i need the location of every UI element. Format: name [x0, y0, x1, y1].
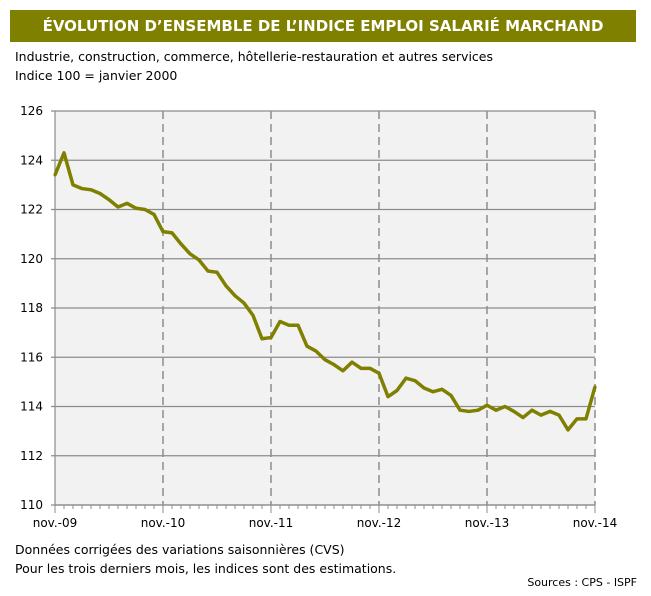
- data-point: [539, 413, 543, 417]
- x-tick-label: nov.-12: [357, 516, 402, 530]
- y-tick-label: 116: [20, 350, 43, 364]
- data-point: [161, 230, 165, 234]
- data-point: [449, 393, 453, 397]
- data-point: [503, 405, 507, 408]
- data-point: [314, 349, 318, 353]
- y-tick-label: 112: [20, 449, 43, 463]
- data-point: [395, 388, 399, 392]
- y-tick-label: 126: [20, 104, 43, 118]
- data-point: [404, 376, 408, 380]
- data-point: [593, 385, 597, 389]
- x-tick-label: nov.-14: [573, 516, 618, 530]
- data-point: [548, 409, 552, 413]
- x-tick-label: nov.-11: [249, 516, 294, 530]
- data-point: [170, 231, 174, 235]
- x-tick-label: nov.-09: [33, 516, 78, 530]
- data-point: [332, 363, 336, 367]
- data-point: [71, 183, 75, 187]
- data-point: [188, 252, 192, 256]
- data-point: [377, 371, 381, 375]
- data-point: [62, 151, 66, 155]
- data-point: [305, 344, 309, 348]
- data-point: [98, 191, 102, 195]
- y-tick-label: 120: [20, 252, 43, 266]
- data-point: [413, 379, 417, 383]
- data-point: [521, 416, 525, 420]
- data-point: [287, 323, 291, 327]
- x-tick-label: nov.-10: [141, 516, 186, 530]
- subtitle-base: Indice 100 = janvier 2000: [15, 68, 178, 83]
- data-point: [296, 323, 300, 327]
- data-point: [215, 270, 219, 274]
- data-point: [197, 258, 201, 262]
- data-point: [512, 409, 516, 413]
- data-point: [134, 206, 138, 210]
- y-tick-label: 122: [20, 203, 43, 217]
- x-tick-label: nov.-13: [465, 516, 510, 530]
- data-point: [80, 187, 84, 191]
- data-point: [359, 366, 363, 370]
- data-point: [386, 395, 390, 399]
- data-point: [152, 212, 156, 216]
- data-point: [350, 360, 354, 364]
- data-point: [89, 188, 93, 192]
- data-point: [584, 417, 588, 421]
- y-tick-label: 124: [20, 153, 43, 167]
- data-point: [476, 408, 480, 412]
- data-point: [125, 201, 129, 205]
- data-point: [107, 198, 111, 202]
- data-point: [224, 284, 228, 288]
- data-point: [467, 409, 471, 413]
- data-point: [485, 403, 489, 407]
- data-point: [368, 366, 372, 370]
- data-point: [260, 337, 264, 341]
- data-point: [116, 205, 120, 209]
- source-label: Sources : CPS - ISPF: [527, 576, 637, 589]
- data-point: [206, 269, 210, 273]
- data-point: [179, 242, 183, 246]
- data-point: [251, 313, 255, 317]
- y-tick-label: 110: [20, 498, 43, 512]
- data-point: [242, 301, 246, 305]
- data-point: [269, 336, 273, 340]
- data-point: [143, 208, 147, 211]
- data-point: [233, 294, 237, 298]
- y-tick-label: 114: [20, 400, 43, 414]
- data-point: [278, 320, 282, 324]
- data-point: [422, 386, 426, 390]
- data-point: [566, 428, 570, 432]
- note-cvs: Données corrigées des variations saisonn…: [15, 542, 345, 557]
- data-point: [431, 390, 435, 394]
- data-point: [530, 408, 534, 412]
- data-point: [557, 413, 561, 417]
- data-point: [323, 358, 327, 362]
- data-point: [341, 369, 345, 373]
- data-point: [458, 408, 462, 412]
- note-estimates: Pour les trois derniers mois, les indice…: [15, 561, 397, 576]
- data-point: [53, 173, 57, 177]
- subtitle-sectors: Industrie, construction, commerce, hôtel…: [15, 49, 494, 64]
- data-point: [575, 417, 579, 421]
- data-point: [440, 387, 444, 391]
- data-point: [494, 408, 498, 412]
- chart-title: ÉVOLUTION D’ENSEMBLE DE L’INDICE EMPLOI …: [10, 10, 636, 42]
- y-tick-label: 118: [20, 301, 43, 315]
